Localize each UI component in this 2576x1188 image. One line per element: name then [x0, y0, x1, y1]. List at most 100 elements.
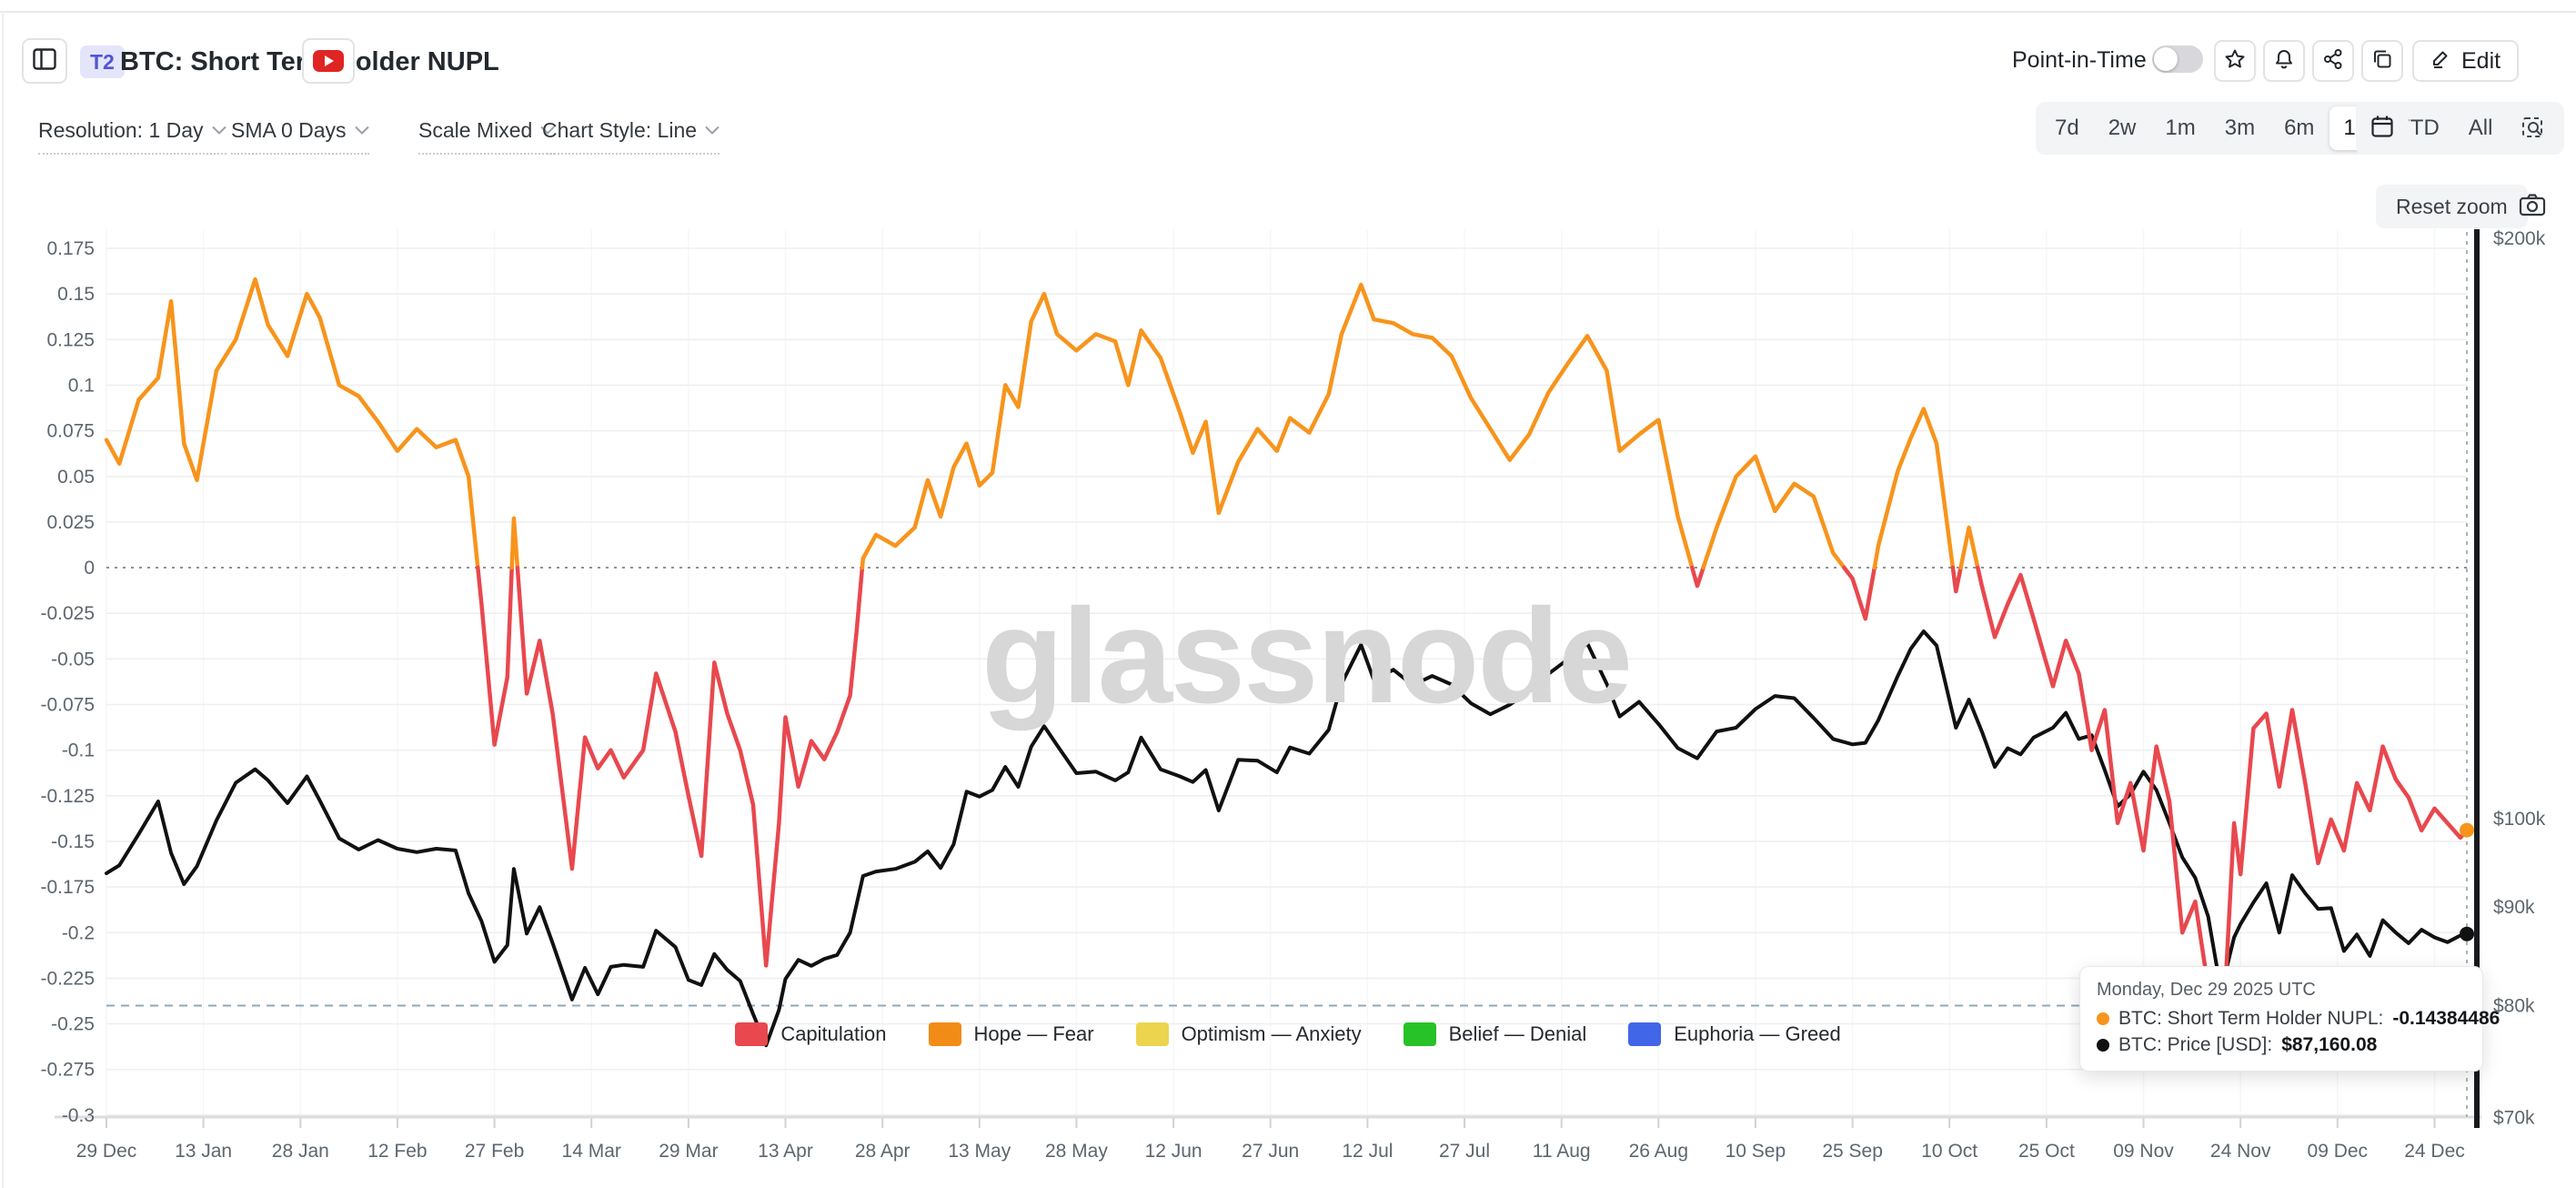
- share-button[interactable]: [2312, 40, 2354, 82]
- range-button-6m[interactable]: 6m: [2284, 116, 2315, 140]
- tooltip-price-label: BTC: Price [USD]:: [2118, 1034, 2273, 1055]
- range-button-3m[interactable]: 3m: [2224, 116, 2256, 140]
- chart-legend: Capitulation Hope — Fear Optimism — Anxiet…: [0, 1022, 2576, 1046]
- youtube-button[interactable]: [302, 38, 355, 84]
- edit-button-label: Edit: [2461, 47, 2501, 74]
- svg-text:10 Oct: 10 Oct: [1921, 1141, 1977, 1162]
- svg-text:-0.1: -0.1: [62, 740, 95, 761]
- legend-item-1[interactable]: Hope — Fear: [928, 1022, 1094, 1046]
- calendar-button[interactable]: [2356, 102, 2409, 155]
- svg-text:$200k: $200k: [2493, 228, 2546, 249]
- svg-text:28 May: 28 May: [1045, 1141, 1108, 1162]
- legend-label: Optimism — Anxiety: [1181, 1022, 1362, 1045]
- alerts-button[interactable]: [2263, 40, 2305, 82]
- svg-text:0.075: 0.075: [46, 421, 95, 442]
- favorite-button[interactable]: [2214, 40, 2256, 82]
- toggle-knob: [2154, 47, 2178, 71]
- svg-text:13 Jan: 13 Jan: [175, 1141, 232, 1162]
- svg-text:09 Nov: 09 Nov: [2113, 1141, 2174, 1162]
- svg-text:27 Jul: 27 Jul: [1439, 1141, 1490, 1162]
- legend-label: Capitulation: [780, 1022, 887, 1045]
- legend-item-3[interactable]: Belief — Denial: [1403, 1022, 1587, 1046]
- scale-dropdown[interactable]: Scale Mixed: [418, 118, 556, 155]
- scale-dropdown-label: Scale Mixed: [418, 118, 533, 142]
- range-button-1m[interactable]: 1m: [2165, 116, 2196, 140]
- svg-text:-0.3: -0.3: [62, 1105, 95, 1126]
- svg-text:-0.125: -0.125: [40, 786, 95, 807]
- tooltip-nupl-value: -0.14384486: [2392, 1008, 2501, 1029]
- svg-text:0.1: 0.1: [68, 375, 95, 396]
- chart-style-dropdown[interactable]: Chart Style: Line: [542, 118, 720, 155]
- legend-label: Hope — Fear: [973, 1022, 1094, 1045]
- range-button-all[interactable]: All: [2468, 116, 2493, 140]
- time-range-group: 7d2w1m3m6m1yYTDAll: [2036, 102, 2565, 155]
- edit-icon: [2430, 47, 2452, 76]
- svg-text:$90k: $90k: [2493, 897, 2535, 918]
- legend-item-4[interactable]: Euphoria — Greed: [1628, 1022, 1841, 1046]
- camera-icon: [2519, 192, 2546, 222]
- svg-text:12 Feb: 12 Feb: [367, 1141, 427, 1162]
- svg-text:12 Jul: 12 Jul: [1342, 1141, 1393, 1162]
- svg-text:$100k: $100k: [2493, 809, 2546, 830]
- svg-text:-0.15: -0.15: [51, 831, 95, 852]
- zoom-area-icon[interactable]: [2508, 106, 2559, 150]
- point-in-time-toggle[interactable]: [2152, 45, 2203, 73]
- legend-swatch: [735, 1022, 769, 1046]
- svg-text:27 Jun: 27 Jun: [1242, 1141, 1299, 1162]
- point-in-time-label: Point-in-Time: [2012, 47, 2147, 73]
- svg-text:-0.075: -0.075: [40, 695, 95, 716]
- legend-swatch: [928, 1022, 961, 1046]
- svg-text:13 Apr: 13 Apr: [758, 1141, 813, 1162]
- legend-swatch: [1628, 1022, 1662, 1046]
- svg-text:0.05: 0.05: [57, 467, 95, 488]
- tooltip-date: Monday, Dec 29 2025 UTC: [2097, 980, 2316, 1000]
- copy-icon: [2371, 48, 2393, 75]
- svg-text:-0.25: -0.25: [51, 1014, 95, 1035]
- copy-button[interactable]: [2361, 40, 2403, 82]
- svg-text:25 Oct: 25 Oct: [2018, 1141, 2075, 1162]
- price-series-dot: [2097, 1039, 2109, 1052]
- legend-item-0[interactable]: Capitulation: [735, 1022, 887, 1046]
- resolution-dropdown-label: Resolution: 1 Day: [38, 118, 204, 142]
- legend-label: Belief — Denial: [1448, 1022, 1587, 1045]
- svg-text:0.025: 0.025: [46, 512, 95, 533]
- legend-swatch: [1403, 1022, 1436, 1046]
- svg-text:0.175: 0.175: [46, 238, 95, 259]
- svg-text:24 Nov: 24 Nov: [2210, 1141, 2271, 1162]
- svg-text:11 Aug: 11 Aug: [1533, 1141, 1591, 1162]
- screenshot-button[interactable]: [2514, 188, 2551, 225]
- svg-text:$70k: $70k: [2493, 1108, 2535, 1129]
- svg-text:09 Dec: 09 Dec: [2308, 1141, 2369, 1162]
- sma-dropdown[interactable]: SMA 0 Days: [231, 118, 369, 155]
- sidebar-toggle-button[interactable]: [22, 38, 67, 84]
- sidebar-toggle-icon: [33, 47, 56, 75]
- range-button-7d[interactable]: 7d: [2055, 116, 2079, 140]
- svg-text:-0.225: -0.225: [40, 968, 95, 989]
- svg-text:24 Dec: 24 Dec: [2404, 1141, 2465, 1162]
- tooltip-row-price: BTC: Price [USD]: $87,160.08: [2097, 1034, 2466, 1056]
- sma-dropdown-label: SMA 0 Days: [231, 118, 347, 142]
- edit-button[interactable]: Edit: [2412, 40, 2520, 82]
- chevron-down-icon: [354, 126, 369, 135]
- svg-text:27 Feb: 27 Feb: [465, 1141, 524, 1162]
- reset-zoom-button[interactable]: Reset zoom: [2376, 185, 2528, 228]
- star-icon: [2224, 48, 2246, 75]
- svg-text:10 Sep: 10 Sep: [1726, 1141, 1786, 1162]
- svg-text:0.15: 0.15: [57, 284, 95, 305]
- range-button-2w[interactable]: 2w: [2108, 116, 2137, 140]
- legend-item-2[interactable]: Optimism — Anxiety: [1135, 1022, 1362, 1046]
- svg-text:-0.05: -0.05: [51, 649, 95, 670]
- chevron-down-icon: [540, 126, 555, 135]
- chart-tooltip: Monday, Dec 29 2025 UTC BTC: Short Term …: [2079, 966, 2500, 1072]
- svg-text:25 Sep: 25 Sep: [1822, 1141, 1883, 1162]
- legend-label: Euphoria — Greed: [1674, 1022, 1841, 1045]
- page-top-border: [0, 11, 2576, 13]
- youtube-icon: [313, 50, 344, 72]
- chevron-down-icon: [705, 126, 719, 135]
- nupl-series-dot: [2097, 1012, 2109, 1025]
- resolution-dropdown[interactable]: Resolution: 1 Day: [38, 118, 226, 155]
- svg-text:0: 0: [84, 558, 95, 579]
- calendar-icon: [2370, 115, 2394, 143]
